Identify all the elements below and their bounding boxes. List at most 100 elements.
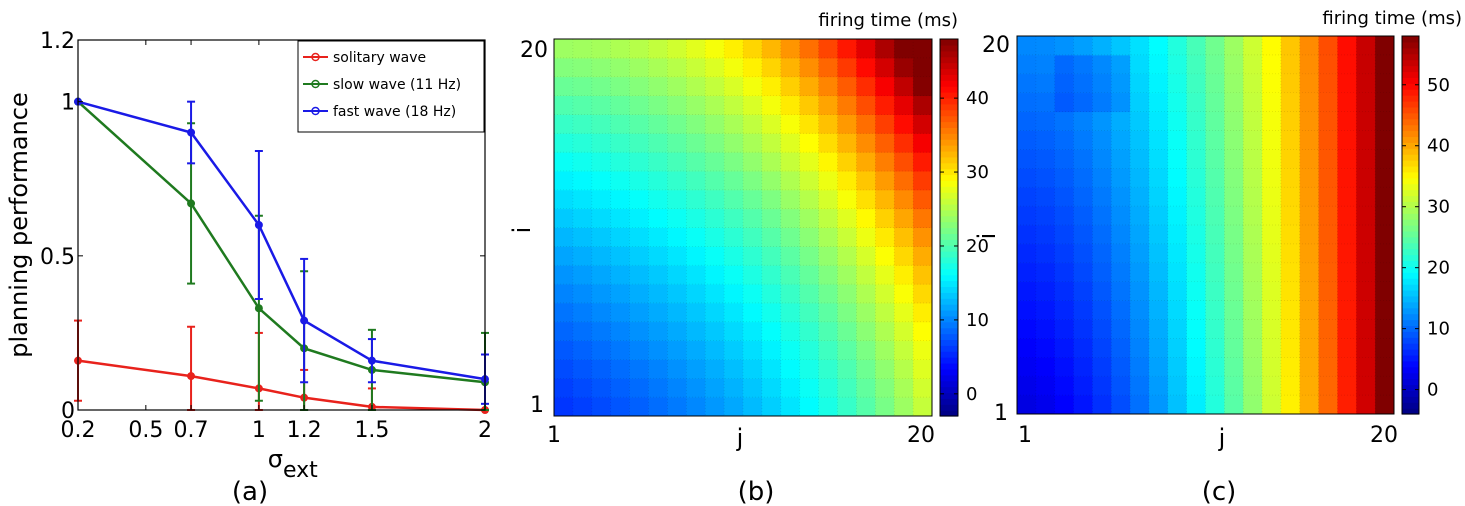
heatmap-cell	[1224, 357, 1244, 377]
heatmap-cell	[1318, 319, 1338, 339]
colorbar-segment	[1402, 248, 1419, 256]
series-line	[77, 359, 486, 412]
heatmap-cell	[1318, 338, 1338, 358]
heatmap-cell	[761, 321, 782, 342]
heatmap-cell	[1017, 130, 1037, 150]
heatmap-cell	[1375, 319, 1395, 339]
colorbar-segment	[1402, 260, 1419, 267]
heatmap-cell	[629, 114, 649, 134]
x-tick-label: 1.5	[354, 418, 389, 443]
heatmap-cell	[724, 227, 744, 247]
colorbar-segment	[940, 203, 958, 211]
heatmap-cell	[1337, 111, 1357, 131]
heatmap-cell	[610, 284, 631, 304]
heatmap-cell	[856, 246, 876, 266]
heatmap-cell	[1375, 243, 1395, 264]
x-tick-left-b: 1	[547, 423, 561, 448]
heatmap-cell	[1243, 206, 1263, 226]
x-tick-right-c: 20	[1370, 423, 1398, 448]
heatmap-cell	[1375, 36, 1395, 56]
heatmap-cell	[1356, 376, 1376, 396]
heatmap-cell	[1299, 111, 1320, 131]
colorbar-segment	[940, 44, 958, 52]
x-axis-label-b: j	[736, 424, 744, 452]
heatmap-cell	[1130, 149, 1150, 169]
heatmap-cell	[686, 170, 706, 191]
heatmap-cell	[1054, 338, 1075, 358]
heatmap-cell	[1017, 395, 1037, 415]
heatmap-cell	[1280, 357, 1301, 377]
x-tick-left-c: 1	[1018, 423, 1032, 448]
heatmap-cell	[1299, 36, 1320, 56]
heatmap-cell	[913, 265, 933, 285]
colorbar-segment	[1402, 59, 1419, 67]
heatmap-cell	[1356, 92, 1376, 113]
data-point	[254, 304, 263, 313]
heatmap-cell	[1167, 111, 1188, 131]
heatmap-cell	[1299, 168, 1320, 188]
heatmap-cell	[1205, 149, 1225, 169]
heatmap-cell	[1092, 54, 1112, 75]
heatmap-cell	[572, 302, 593, 323]
heatmap-cell	[1356, 168, 1376, 188]
heatmap-cell	[572, 397, 593, 417]
heatmap-cell	[610, 302, 631, 323]
heatmap-cell	[648, 302, 668, 323]
heatmap-cell	[1224, 338, 1244, 358]
heatmap-cell	[1337, 262, 1357, 283]
colorbar-segment	[940, 256, 958, 264]
heatmap-cell	[1035, 338, 1056, 358]
heatmap-cell	[686, 340, 706, 360]
heatmap-cell	[705, 227, 725, 247]
heatmap-cell	[572, 378, 593, 398]
heatmap-cell	[1356, 281, 1376, 302]
heatmap-cell	[1356, 206, 1376, 226]
heatmap-cell	[761, 227, 782, 247]
heatmap-cell	[1167, 168, 1188, 188]
heatmap-cell	[629, 76, 649, 97]
colorbar-segment	[1402, 360, 1419, 368]
heatmap-cell	[743, 227, 763, 247]
heatmap-cell	[554, 359, 574, 379]
heatmap-cell	[667, 397, 687, 417]
heatmap-cell	[1337, 54, 1357, 75]
heatmap-cell	[837, 170, 857, 191]
heatmap-cell	[913, 189, 933, 210]
heatmap-cell	[1017, 376, 1037, 396]
heatmap-cell	[1280, 319, 1301, 339]
heatmap-cell	[913, 170, 933, 191]
colorbar-segment	[940, 362, 958, 370]
heatmap-cell	[572, 321, 593, 342]
heatmap-cell	[1092, 130, 1112, 150]
heatmap-cell	[1205, 338, 1225, 358]
colorbar-segment	[1402, 396, 1419, 403]
heatmap-cell	[705, 284, 725, 304]
heatmap-cell	[1280, 73, 1301, 94]
heatmap-cell	[1017, 111, 1037, 131]
heatmap-cell	[1243, 54, 1263, 75]
heatmap-cell	[1130, 130, 1150, 150]
heatmap-cell	[572, 76, 593, 97]
heatmap-cell	[1186, 395, 1206, 415]
heatmap-cell	[837, 114, 857, 134]
heatmap-cell	[837, 397, 857, 417]
legend-label: slow wave (11 Hz)	[333, 77, 461, 93]
heatmap-cell	[591, 170, 612, 191]
heatmap-cell	[1375, 130, 1395, 150]
heatmap-cell	[1148, 130, 1169, 150]
colorbar-segment	[940, 145, 958, 152]
heatmap-cell	[1375, 281, 1395, 302]
heatmap-cell	[1017, 206, 1037, 226]
heatmap-cell	[1375, 111, 1395, 131]
heatmap-cell	[1280, 54, 1301, 75]
heatmap-cell	[1186, 281, 1206, 302]
heatmap-cell	[875, 321, 895, 342]
heatmap-cell	[1318, 111, 1338, 131]
heatmap-cell	[1035, 73, 1056, 94]
heatmap-cell	[837, 95, 857, 115]
heatmap-cell	[724, 76, 744, 97]
heatmap-cell	[1243, 187, 1263, 207]
heatmap-cell	[629, 39, 649, 59]
heatmap-cell	[780, 246, 801, 266]
heatmap-cell	[705, 152, 725, 172]
